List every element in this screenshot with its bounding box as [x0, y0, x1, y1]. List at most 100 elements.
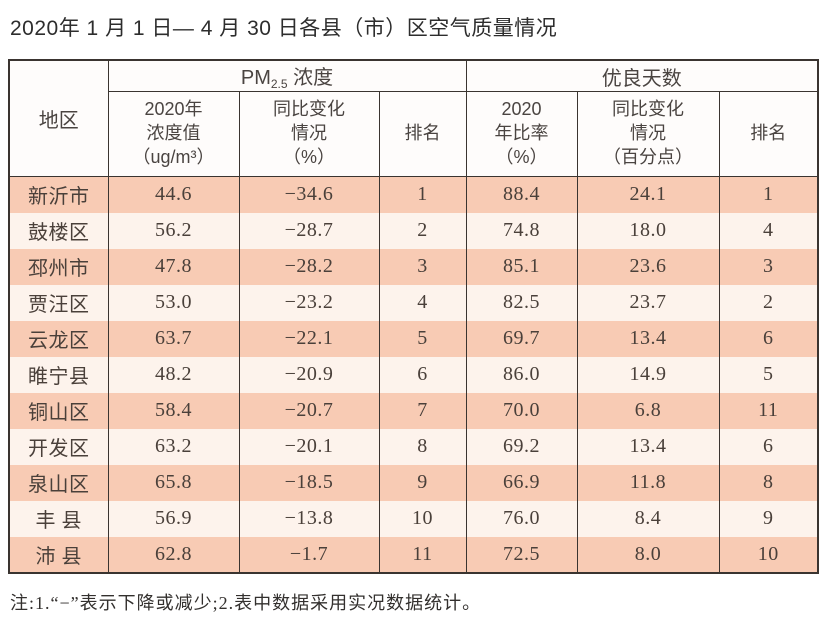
table-row: 云龙区 63.7 −22.1 5 69.7 13.4 6 — [8, 320, 819, 357]
pm-label: PM — [240, 67, 271, 89]
region-cell: 睢宁县 — [8, 356, 109, 393]
good-rate-cell: 74.8 — [465, 212, 578, 249]
table-body: 新沂市 44.6 −34.6 1 88.4 24.1 1 鼓楼区 56.2 −28.7 2 74.8 1… — [8, 176, 819, 573]
table-row: 沛 县 62.8 −1.7 11 72.5 8.0 10 — [8, 536, 819, 573]
pm-change-cell: −20.9 — [238, 356, 380, 393]
good-change-cell: 13.4 — [576, 320, 720, 357]
region-cell: 鼓楼区 — [8, 212, 109, 249]
good-rate-cell: 70.0 — [465, 392, 578, 429]
header-pm-rank: 排名 — [378, 91, 467, 177]
page-title: 2020年 1 月 1 日— 4 月 30 日各县（市）区空气质量情况 — [10, 17, 558, 40]
region-cell: 铜山区 — [8, 392, 109, 429]
pm-subscript: 2.5 — [270, 77, 288, 91]
good-rank-cell: 8 — [718, 464, 819, 501]
pm-value-cell: 47.8 — [107, 248, 240, 285]
pm-value-cell: 63.7 — [107, 320, 240, 357]
good-rank-cell: 6 — [718, 428, 819, 465]
pm-value-cell: 56.9 — [107, 500, 240, 537]
good-change-cell: 23.7 — [576, 284, 720, 321]
good-change-cell: 24.1 — [576, 176, 720, 213]
header-good-rank: 排名 — [718, 91, 819, 177]
good-rate-cell: 85.1 — [465, 248, 578, 285]
footnote: 注:1.“−”表示下降或减少;2.表中数据采用实况数据统计。 — [10, 592, 482, 613]
header-good-days-group: 优良天数 — [465, 60, 819, 92]
pm-value-cell: 44.6 — [107, 176, 240, 213]
pm-rank-cell: 5 — [378, 320, 467, 357]
pm-change-cell: −28.2 — [238, 248, 380, 285]
region-cell: 贾汪区 — [8, 284, 109, 321]
pm-change-cell: −1.7 — [238, 536, 380, 573]
good-change-cell: 23.6 — [576, 248, 720, 285]
good-rate-cell: 69.7 — [465, 320, 578, 357]
good-rank-cell: 9 — [718, 500, 819, 537]
pm-rank-cell: 10 — [378, 500, 467, 537]
table-row: 新沂市 44.6 −34.6 1 88.4 24.1 1 — [8, 176, 819, 213]
pm-rank-cell: 9 — [378, 464, 467, 501]
air-quality-table: 地区 PM2.5 浓度 优良天数 2020年 浓度值 （ug/m³） 同比变化 … — [8, 59, 820, 574]
header-good-change: 同比变化 情况 （百分点） — [576, 91, 720, 177]
pm-rank-cell: 6 — [378, 356, 467, 393]
pm-rank-cell: 2 — [378, 212, 467, 249]
good-rank-cell: 1 — [718, 176, 819, 213]
pm-change-cell: −28.7 — [238, 212, 380, 249]
pm-value-cell: 56.2 — [107, 212, 240, 249]
region-cell: 新沂市 — [8, 176, 109, 213]
good-rank-cell: 6 — [718, 320, 819, 357]
header-good-rate: 2020 年比率 （%） — [465, 91, 578, 177]
good-rate-cell: 76.0 — [465, 500, 578, 537]
region-cell: 邳州市 — [8, 248, 109, 285]
header-group-row: 地区 PM2.5 浓度 优良天数 — [8, 60, 819, 177]
pm-change-cell: −20.7 — [238, 392, 380, 429]
header-pm-value: 2020年 浓度值 （ug/m³） — [107, 91, 240, 177]
region-cell: 泉山区 — [8, 464, 109, 501]
header-region: 地区 — [8, 60, 109, 177]
good-rank-cell: 4 — [718, 212, 819, 249]
region-cell: 开发区 — [8, 428, 109, 465]
table-row: 邳州市 47.8 −28.2 3 85.1 23.6 3 — [8, 248, 819, 285]
table-row: 开发区 63.2 −20.1 8 69.2 13.4 6 — [8, 428, 819, 465]
good-rank-cell: 2 — [718, 284, 819, 321]
pm-value-cell: 63.2 — [107, 428, 240, 465]
good-change-cell: 14.9 — [576, 356, 720, 393]
good-change-cell: 11.8 — [576, 464, 720, 501]
pm-group-suffix: 浓度 — [287, 67, 334, 89]
pm-rank-cell: 1 — [378, 176, 467, 213]
header-pm-group: PM2.5 浓度 — [107, 60, 467, 92]
good-rate-cell: 86.0 — [465, 356, 578, 393]
pm-change-cell: −18.5 — [238, 464, 380, 501]
good-change-cell: 8.4 — [576, 500, 720, 537]
table-row: 铜山区 58.4 −20.7 7 70.0 6.8 11 — [8, 392, 819, 429]
pm-value-cell: 53.0 — [107, 284, 240, 321]
table-row: 鼓楼区 56.2 −28.7 2 74.8 18.0 4 — [8, 212, 819, 249]
good-change-cell: 18.0 — [576, 212, 720, 249]
table-row: 丰 县 56.9 −13.8 10 76.0 8.4 9 — [8, 500, 819, 537]
pm-rank-cell: 7 — [378, 392, 467, 429]
pm-change-cell: −34.6 — [238, 176, 380, 213]
good-rank-cell: 11 — [718, 392, 819, 429]
table-row: 泉山区 65.8 −18.5 9 66.9 11.8 8 — [8, 464, 819, 501]
good-rate-cell: 88.4 — [465, 176, 578, 213]
good-rate-cell: 82.5 — [465, 284, 578, 321]
pm-value-cell: 58.4 — [107, 392, 240, 429]
pm-value-cell: 48.2 — [107, 356, 240, 393]
good-rate-cell: 72.5 — [465, 536, 578, 573]
good-rate-cell: 69.2 — [465, 428, 578, 465]
pm-rank-cell: 4 — [378, 284, 467, 321]
table-row: 睢宁县 48.2 −20.9 6 86.0 14.9 5 — [8, 356, 819, 393]
pm-rank-cell: 8 — [378, 428, 467, 465]
good-rank-cell: 5 — [718, 356, 819, 393]
pm-change-cell: −20.1 — [238, 428, 380, 465]
pm-change-cell: −23.2 — [238, 284, 380, 321]
good-change-cell: 13.4 — [576, 428, 720, 465]
pm-rank-cell: 3 — [378, 248, 467, 285]
table-row: 贾汪区 53.0 −23.2 4 82.5 23.7 2 — [8, 284, 819, 321]
good-change-cell: 6.8 — [576, 392, 720, 429]
good-rank-cell: 10 — [718, 536, 819, 573]
region-cell: 云龙区 — [8, 320, 109, 357]
good-rate-cell: 66.9 — [465, 464, 578, 501]
good-change-cell: 8.0 — [576, 536, 720, 573]
pm-change-cell: −22.1 — [238, 320, 380, 357]
pm-change-cell: −13.8 — [238, 500, 380, 537]
header-pm-change: 同比变化 情况 （%） — [238, 91, 380, 177]
